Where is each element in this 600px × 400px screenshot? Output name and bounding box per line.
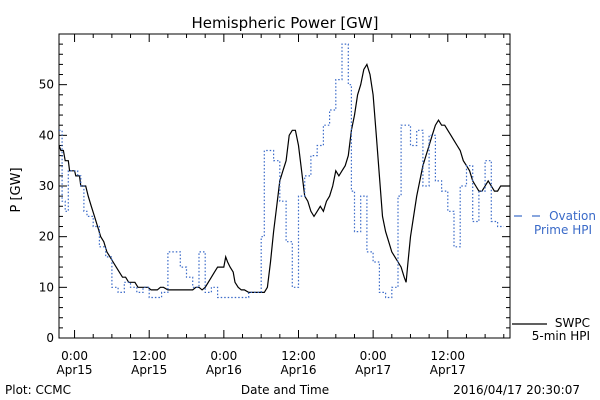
legend-label-ovation-2: Prime HPI <box>534 223 592 237</box>
x-tick-label-date: Apr15 <box>57 363 93 377</box>
legend-label-ovation: Ovation <box>549 209 596 223</box>
chart-title: Hemispheric Power [GW] <box>192 14 379 32</box>
series-layer <box>58 43 510 299</box>
y-axis-label: P [GW] <box>9 167 24 212</box>
legend-label-swpc: SWPC <box>555 316 590 330</box>
y-tick-label: 50 <box>39 78 54 92</box>
x-axis: 0:00Apr1512:00Apr150:00Apr1612:00Apr160:… <box>57 34 505 377</box>
x-tick-label-time: 0:00 <box>61 349 88 363</box>
y-tick-label: 20 <box>39 230 54 244</box>
y-tick-label: 40 <box>39 128 54 142</box>
y-axis: 0 10 20 30 40 50 <box>39 43 510 345</box>
series-line-ovation <box>59 43 504 299</box>
plot-area <box>58 33 511 339</box>
y-tick-label: 30 <box>39 179 54 193</box>
x-tick-label-date: Apr16 <box>280 363 316 377</box>
x-tick-label-date: Apr15 <box>131 363 167 377</box>
legend-label-swpc-2: 5-min HPI <box>532 329 590 343</box>
x-tick-label-time: 12:00 <box>430 349 465 363</box>
y-tick-label: 10 <box>39 280 54 294</box>
x-tick-label-date: Apr17 <box>430 363 466 377</box>
x-tick-label-time: 0:00 <box>210 349 237 363</box>
x-tick-label-time: 0:00 <box>360 349 387 363</box>
plot-timestamp: 2016/04/17 20:30:07 <box>453 383 580 397</box>
x-axis-label: Date and Time <box>241 383 329 397</box>
x-tick-label-time: 12:00 <box>132 349 167 363</box>
x-tick-label-date: Apr16 <box>206 363 242 377</box>
plot-credit: Plot: CCMC <box>5 383 71 397</box>
series-line-swpc <box>58 62 510 293</box>
x-tick-label-date: Apr17 <box>355 363 391 377</box>
x-tick-label-time: 12:00 <box>281 349 316 363</box>
y-tick-label: 0 <box>46 331 54 345</box>
